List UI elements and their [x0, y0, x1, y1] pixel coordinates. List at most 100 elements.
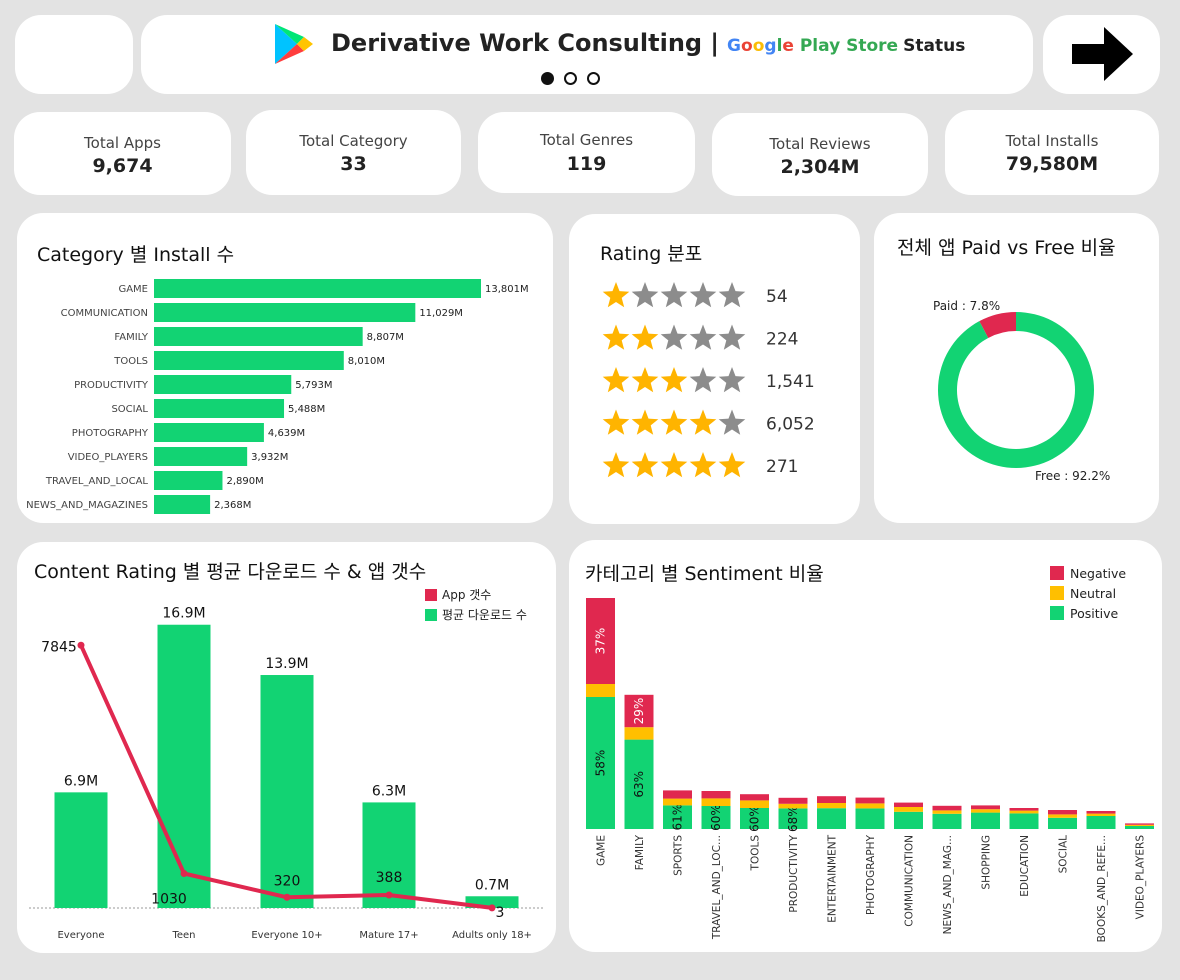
star-empty-icon	[718, 324, 746, 350]
x-tick-label: Mature 17+	[359, 930, 418, 941]
play-store-text: Play Store	[799, 36, 899, 56]
category-bar	[154, 351, 344, 370]
category-value-label: 2,368M	[214, 500, 251, 511]
sentiment-segment-neutral	[701, 798, 731, 806]
sentiment-segment-positive	[663, 805, 692, 829]
sentiment-segment-negative	[855, 797, 885, 804]
star-empty-icon	[689, 367, 717, 393]
sentiment-segment-negative	[701, 791, 731, 799]
star-filled-icon	[631, 409, 659, 435]
sentiment-segment-negative	[1009, 808, 1039, 811]
star-filled-icon	[602, 409, 630, 435]
sentiment-segment-positive	[894, 811, 923, 829]
sentiment-segment-negative	[778, 797, 808, 804]
chart-title: 카테고리 별 Sentiment 비율	[585, 563, 824, 585]
avg-download-bar	[362, 802, 416, 908]
category-label: PRODUCTIVITY	[74, 380, 149, 391]
content-rating-chart: 6.9M Everyone 16.9M Teen 13.9M Everyone 10+ 6.…	[29, 588, 545, 941]
segment-percent-label: 61%	[671, 804, 685, 831]
star-empty-icon	[660, 324, 688, 350]
sentiment-segment-positive	[1009, 813, 1039, 829]
app-count-point	[77, 641, 85, 649]
x-tick-label: Teen	[171, 930, 195, 941]
sentiment-chart: 58% 37% GAME 63% 29% FAMILY 61% SPORTS 60% TRAVEL…	[586, 566, 1154, 942]
category-value-label: 4,639M	[268, 428, 305, 439]
star-filled-icon	[631, 452, 659, 478]
category-value-label: 13,801M	[485, 284, 529, 295]
star-filled-icon	[689, 409, 717, 435]
sentiment-segment-positive	[701, 806, 731, 829]
x-tick-label: SHOPPING	[981, 835, 993, 890]
page-dot[interactable]	[587, 72, 600, 85]
rating-count: 271	[766, 457, 798, 477]
next-page-button[interactable]	[1043, 15, 1160, 94]
sentiment-segment-neutral	[932, 810, 962, 814]
kpi-value: 79,580M	[1005, 153, 1099, 175]
legend-label: Neutral	[1070, 586, 1116, 601]
sentiment-segment-negative	[740, 794, 769, 801]
sentiment-segment-neutral	[1009, 810, 1039, 814]
sentiment-segment-neutral	[1086, 813, 1116, 816]
title-separator: |	[710, 29, 719, 57]
x-tick-label: SPORTS	[673, 835, 685, 876]
donut-slice	[938, 312, 1095, 469]
kpi-label: Total Reviews	[769, 135, 871, 153]
kpi-label: Total Apps	[84, 134, 161, 152]
star-filled-icon	[602, 324, 630, 350]
chart-title: Rating 분포	[600, 243, 703, 265]
sentiment-segment-positive	[624, 739, 654, 829]
star-filled-icon	[631, 324, 659, 350]
arrow-right-icon	[1072, 27, 1133, 81]
x-tick-label: COMMUNICATION	[904, 835, 916, 927]
category-value-label: 11,029M	[419, 308, 463, 319]
star-filled-icon	[660, 367, 688, 393]
legend-swatch	[1050, 566, 1064, 580]
category-label: PHOTOGRAPHY	[72, 428, 149, 439]
sentiment-segment-neutral	[855, 803, 885, 809]
google-letter: g	[764, 36, 777, 56]
star-empty-icon	[718, 282, 746, 308]
sentiment-segment-negative	[817, 796, 846, 803]
category-label: TRAVEL_AND_LOCAL	[45, 476, 149, 487]
star-filled-icon	[631, 367, 659, 393]
google-letter: e	[782, 36, 794, 56]
sentiment-segment-neutral	[894, 807, 923, 812]
title-line: Derivative Work Consulting | Google Play…	[331, 29, 965, 57]
app-count-point	[283, 893, 291, 901]
x-tick-label: VIDEO_PLAYERS	[1135, 835, 1147, 920]
sentiment-segment-negative	[586, 598, 615, 684]
google-letter: l	[776, 36, 783, 56]
chart-title: Content Rating 별 평균 다운로드 수 & 앱 갯수	[34, 561, 427, 583]
legend-swatch	[1050, 586, 1064, 600]
paid-free-card: 전체 앱 Paid vs Free 비율 Paid : 7.8% Free : 9…	[874, 213, 1159, 523]
x-tick-label: Everyone 10+	[251, 930, 322, 941]
category-installs-card: Category 별 Install 수 GAME 13,801M COMMUNIC…	[17, 213, 553, 523]
category-label: NEWS_AND_MAGAZINES	[26, 500, 148, 511]
x-tick-label: TOOLS	[750, 835, 762, 872]
sentiment-segment-neutral	[778, 803, 808, 809]
rating-count: 224	[766, 330, 798, 350]
rating-count: 1,541	[766, 372, 815, 392]
category-value-label: 8,010M	[348, 356, 385, 367]
page-dot[interactable]	[564, 72, 577, 85]
kpi-total-reviews: Total Reviews 2,304M	[712, 113, 928, 196]
google-letter: G	[727, 36, 742, 56]
kpi-total-genres: Total Genres 119	[478, 112, 695, 193]
x-tick-label: PRODUCTIVITY	[788, 834, 800, 912]
x-tick-label: SOCIAL	[1058, 835, 1070, 874]
donut-slice	[979, 312, 1016, 338]
x-tick-label: NEWS_AND_MAG...	[942, 835, 954, 934]
star-filled-icon	[718, 452, 746, 478]
app-count-point	[385, 891, 393, 899]
legend-label: App 갯수	[442, 588, 491, 602]
page-title: Derivative Work Consulting	[331, 29, 703, 57]
page-dot[interactable]	[541, 72, 554, 85]
sentiment-segment-positive	[778, 808, 808, 829]
category-bar	[154, 471, 223, 490]
star-filled-icon	[660, 452, 688, 478]
kpi-value: 33	[340, 153, 367, 175]
kpi-label: Total Genres	[539, 131, 634, 149]
segment-percent-label: 58%	[594, 750, 608, 777]
line-value-label: 3	[496, 905, 505, 921]
sentiment-segment-neutral	[1048, 814, 1077, 818]
